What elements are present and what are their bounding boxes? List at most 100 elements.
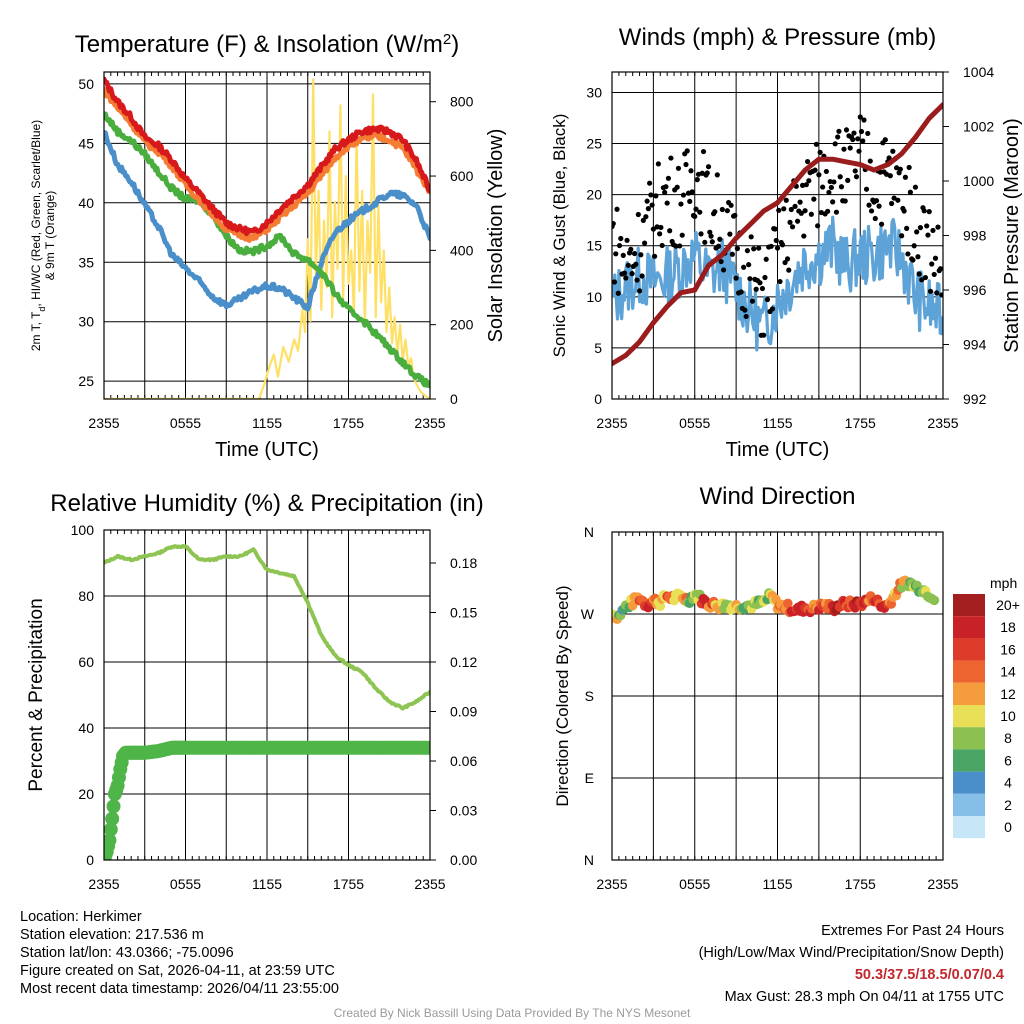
precip-series bbox=[104, 740, 430, 860]
y-category-label: W bbox=[581, 606, 595, 622]
gust-point bbox=[794, 218, 801, 224]
y-tick-label: 35 bbox=[78, 254, 94, 270]
gust-point bbox=[837, 174, 843, 180]
gust-point bbox=[797, 199, 803, 205]
gust-point bbox=[786, 267, 792, 273]
chart-title: Relative Humidity (%) & Precipitation (i… bbox=[50, 490, 483, 517]
series-solar bbox=[104, 78, 430, 399]
series-pressure bbox=[612, 102, 943, 367]
y-axis-label: Sonic Wind & Gust (Blue, Black) bbox=[550, 114, 569, 358]
gust-point bbox=[811, 196, 817, 202]
gust-point bbox=[877, 169, 883, 175]
y-axis-label: Direction (Colored By Speed) bbox=[553, 585, 572, 806]
legend-label: 10 bbox=[1000, 708, 1016, 724]
gust-point bbox=[715, 243, 722, 249]
y-tick-label: 60 bbox=[78, 654, 94, 670]
gust-point bbox=[665, 175, 672, 181]
gust-point bbox=[763, 256, 769, 262]
gust-point bbox=[645, 206, 651, 212]
y2-tick-label: 0 bbox=[450, 391, 458, 407]
legend-label: 6 bbox=[1004, 752, 1012, 768]
y-tick-label: 0 bbox=[86, 852, 94, 868]
legend-swatch bbox=[953, 660, 985, 683]
y-tick-label: 10 bbox=[586, 289, 602, 305]
gust-point bbox=[863, 186, 870, 192]
gust-point bbox=[693, 206, 699, 212]
gust-point bbox=[832, 141, 838, 147]
series-2m-t bbox=[104, 76, 430, 237]
precip-point bbox=[104, 833, 117, 848]
x-tick-label: 0555 bbox=[679, 876, 710, 892]
x-tick-label: 1155 bbox=[252, 415, 282, 431]
gust-point bbox=[890, 148, 896, 154]
extremes-legend: (High/Low/Max Wind/Precipitation/Snow De… bbox=[698, 945, 1004, 961]
gust-point bbox=[926, 209, 932, 215]
gust-point bbox=[659, 242, 665, 249]
legend-label: 20+ bbox=[996, 597, 1020, 613]
station-info: Location: Herkimer Station elevation: 21… bbox=[20, 908, 339, 998]
chart-title: Winds (mph) & Pressure (mb) bbox=[619, 24, 936, 51]
gust-point bbox=[827, 178, 833, 185]
series-sonic-wind bbox=[612, 215, 943, 352]
x-tick-label: 1755 bbox=[845, 415, 876, 431]
gust-point bbox=[694, 177, 700, 183]
gust-point bbox=[922, 274, 929, 281]
gust-point bbox=[937, 266, 943, 272]
y-axis-label-line1: 2m T, Td, HI/WC (Red, Green, Scarlet/Blu… bbox=[29, 120, 47, 351]
y-tick-label: 5 bbox=[594, 340, 602, 356]
gust-point bbox=[823, 168, 829, 175]
y2-tick-label: 0.15 bbox=[450, 605, 477, 621]
x-tick-label: 2355 bbox=[88, 876, 119, 892]
series-rh bbox=[104, 544, 430, 711]
y-tick-label: 30 bbox=[586, 84, 602, 100]
gust-point bbox=[833, 209, 840, 215]
gust-point bbox=[836, 128, 842, 134]
gust-point bbox=[842, 198, 848, 204]
gust-point bbox=[704, 170, 710, 176]
gust-point bbox=[935, 224, 941, 230]
y-category-label: N bbox=[584, 852, 594, 868]
gust-point bbox=[742, 307, 748, 313]
legend-title: mph bbox=[990, 575, 1017, 591]
plot-frame bbox=[103, 71, 431, 400]
gust-point bbox=[826, 189, 832, 196]
gust-point bbox=[806, 178, 812, 184]
gust-point bbox=[638, 252, 644, 258]
gust-point bbox=[616, 242, 623, 249]
gust-point bbox=[705, 164, 712, 170]
title-end: ) bbox=[451, 31, 459, 58]
gust-point bbox=[919, 277, 925, 283]
gust-point bbox=[838, 184, 845, 190]
gust-point bbox=[636, 288, 643, 294]
legend-label: 0 bbox=[1004, 819, 1012, 835]
gust-point bbox=[734, 245, 740, 252]
gust-point bbox=[852, 168, 858, 174]
gust-point bbox=[757, 280, 763, 286]
y2-tick-label: 1000 bbox=[963, 173, 994, 189]
y2-tick-label: 1002 bbox=[963, 119, 994, 135]
gust-point bbox=[873, 198, 880, 204]
gust-point bbox=[828, 184, 835, 191]
gust-point bbox=[639, 273, 645, 279]
gust-point bbox=[640, 217, 646, 223]
y2-tick-label: 0.12 bbox=[450, 654, 477, 670]
gust-point bbox=[768, 243, 774, 249]
gust-point bbox=[792, 203, 798, 209]
gust-point bbox=[724, 208, 730, 214]
gust-point bbox=[702, 239, 708, 245]
temperature-plot: Temperature (F) & Insolation (W/m2)2355 0… bbox=[29, 31, 507, 462]
gust-point bbox=[868, 208, 875, 214]
gust-point bbox=[924, 223, 930, 229]
gust-point bbox=[714, 172, 720, 178]
gust-point bbox=[781, 206, 787, 212]
gust-point bbox=[732, 212, 738, 219]
max-gust-text: Max Gust: 28.3 mph On 04/11 at 1755 UTC bbox=[724, 989, 1004, 1005]
y2-tick-label: 0.18 bbox=[450, 555, 477, 571]
gust-point bbox=[733, 275, 739, 281]
gust-point bbox=[653, 193, 659, 199]
x-tick-label: 2355 bbox=[927, 876, 958, 892]
gust-point bbox=[720, 267, 727, 273]
gust-point bbox=[861, 117, 867, 123]
gust-point bbox=[697, 209, 703, 215]
gust-point bbox=[647, 180, 653, 186]
